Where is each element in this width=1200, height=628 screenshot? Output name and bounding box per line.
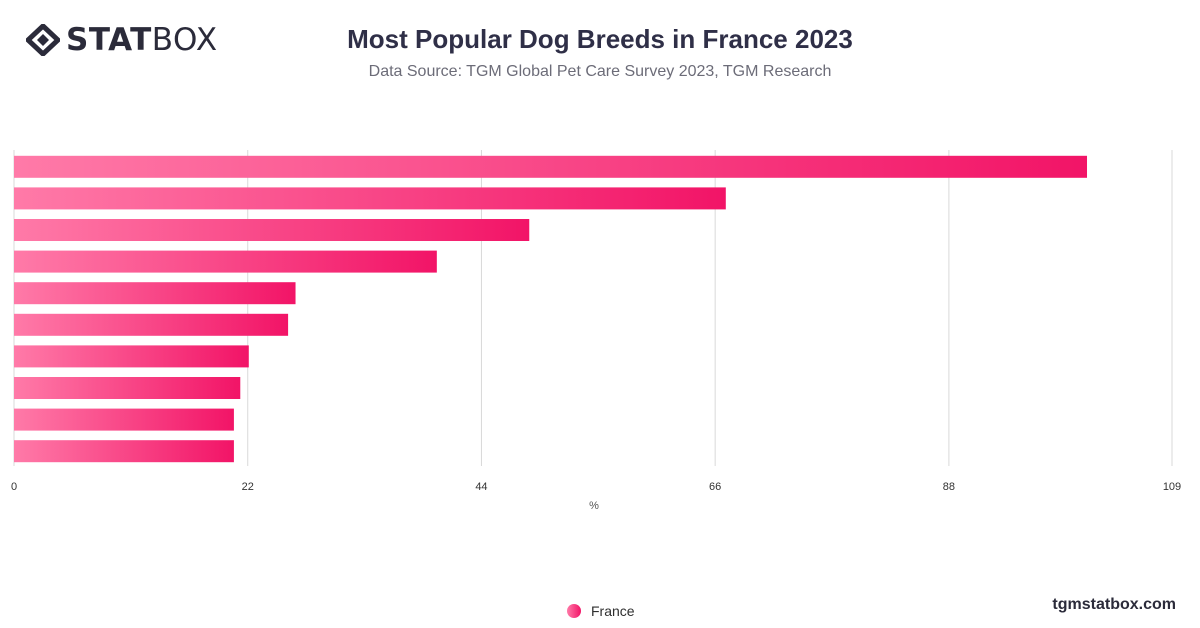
- x-tick-label: 109: [1163, 481, 1181, 493]
- statbox-logo: STATBOX: [26, 24, 218, 56]
- x-tick-label: 66: [709, 481, 721, 493]
- x-axis-label: %: [589, 500, 599, 512]
- legend-label: France: [591, 603, 635, 619]
- bar[interactable]: [14, 187, 726, 210]
- x-tick-label: 44: [475, 481, 487, 493]
- diamond-logo-icon: [26, 24, 60, 56]
- bar[interactable]: [14, 155, 1088, 178]
- bar[interactable]: [14, 440, 234, 463]
- bar[interactable]: [14, 377, 241, 399]
- logo-text-light: BOX: [151, 22, 218, 58]
- x-tick-label: 22: [242, 481, 254, 493]
- legend-swatch: [567, 604, 581, 618]
- x-tick-label: 0: [11, 481, 17, 493]
- legend[interactable]: France: [567, 602, 635, 620]
- bar[interactable]: [14, 219, 530, 241]
- bar[interactable]: [14, 250, 437, 273]
- bar-chart: 0 22 44 66 88 109 %: [11, 150, 1181, 512]
- bar[interactable]: [14, 313, 289, 336]
- chart-subtitle: Data Source: TGM Global Pet Care Survey …: [368, 63, 832, 80]
- site-url[interactable]: tgmstatbox.com: [1052, 596, 1176, 613]
- bar[interactable]: [14, 282, 296, 305]
- x-tick-label: 88: [943, 481, 955, 493]
- chart-title: Most Popular Dog Breeds in France 2023: [347, 24, 853, 54]
- bar[interactable]: [14, 345, 249, 368]
- bar[interactable]: [14, 408, 234, 431]
- logo-text-bold: STAT: [66, 22, 152, 58]
